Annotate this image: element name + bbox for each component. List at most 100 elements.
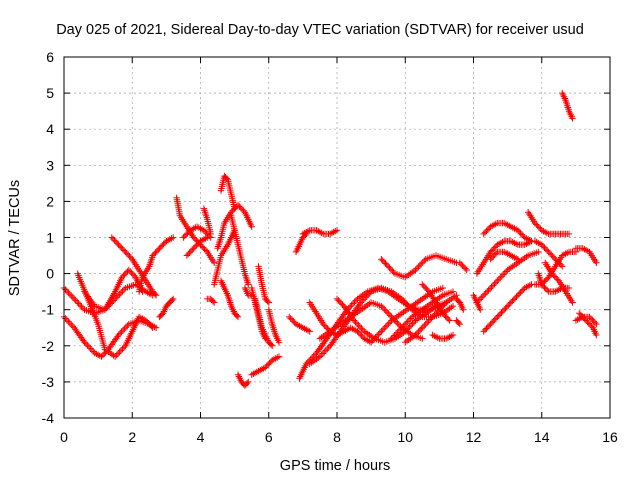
y-tick-label: -2 (42, 338, 55, 354)
satellite-arc (473, 237, 535, 277)
y-tick-label: 6 (46, 49, 54, 65)
plus-markers (542, 259, 576, 306)
satellite-arc (156, 295, 177, 321)
satellite-arc (255, 263, 272, 306)
satellite-arc (367, 284, 446, 346)
satellite-arc (228, 212, 252, 288)
plus-markers (531, 248, 580, 288)
plus-markers (453, 317, 463, 328)
satellite-arc (234, 371, 252, 389)
satellite-arc (217, 277, 242, 321)
y-tick-label: 3 (46, 157, 54, 173)
satellite-arc (524, 209, 573, 238)
plus-markers (559, 89, 576, 122)
plus-markers (292, 230, 310, 256)
satellite-arc (419, 281, 453, 324)
plus-markers (572, 313, 600, 328)
satellite-arc (265, 306, 283, 346)
y-tick-label: -3 (42, 374, 55, 390)
plus-markers (388, 288, 457, 342)
satellite-arc (214, 201, 255, 252)
plus-markers (200, 205, 214, 238)
x-tick-label: 14 (534, 429, 550, 445)
data-series (60, 89, 600, 389)
x-tick-label: 2 (128, 429, 136, 445)
plus-markers (135, 234, 177, 295)
plus-markers (265, 306, 283, 346)
x-tick-label: 6 (265, 429, 273, 445)
y-tick-label: -4 (42, 410, 55, 426)
plus-markers (228, 212, 252, 288)
plus-markers (255, 263, 272, 306)
plus-markers (316, 299, 426, 342)
satellite-arc (473, 248, 542, 306)
plus-markers (524, 209, 573, 238)
plus-markers (81, 266, 146, 313)
plus-markers (217, 172, 238, 212)
satellite-arc (453, 295, 467, 313)
plus-markers (572, 245, 600, 266)
satellite-arc (572, 245, 600, 266)
y-tick-label: -1 (42, 302, 55, 318)
satellite-arc (241, 284, 255, 299)
plus-markers (204, 295, 218, 306)
satellite-arc (456, 259, 470, 274)
satellite-arc (480, 281, 535, 335)
plus-markers (299, 227, 341, 238)
satellite-arc (299, 227, 341, 238)
satellite-arc (251, 295, 276, 349)
plus-markers (473, 237, 535, 277)
chart-title: Day 025 of 2021, Sidereal Day-to-day VTE… (56, 22, 584, 38)
satellite-arc (559, 89, 576, 122)
x-tick-label: 4 (197, 429, 205, 445)
satellite-arc (306, 299, 375, 346)
plus-markers (180, 223, 214, 241)
plus-markers (367, 284, 446, 346)
plus-markers (251, 295, 276, 349)
y-axis-label: SDTVAR / TECUs (7, 180, 23, 296)
plus-markers (241, 284, 255, 299)
plus-markers (234, 371, 252, 389)
plus-markers (211, 227, 238, 288)
satellite-arc (204, 295, 218, 306)
satellite-arc (572, 313, 600, 328)
plus-markers (286, 313, 313, 335)
x-axis-label: GPS time / hours (280, 458, 390, 474)
plus-markers (453, 295, 467, 313)
x-tick-label: 12 (466, 429, 482, 445)
grid-lines (64, 57, 610, 418)
satellite-arc (316, 299, 426, 342)
satellite-arc (211, 227, 238, 288)
x-tick-label: 16 (602, 429, 618, 445)
y-tick-label: 5 (46, 85, 54, 101)
satellite-arc (542, 259, 576, 306)
x-tick-label: 8 (333, 429, 341, 445)
plus-markers (378, 252, 460, 281)
plus-markers (480, 281, 535, 335)
satellite-arc (487, 248, 522, 263)
y-tick-label: 4 (46, 121, 54, 137)
plus-markers (214, 201, 255, 252)
plus-markers (473, 248, 542, 306)
plus-markers (156, 295, 177, 321)
x-tick-label: 10 (397, 429, 413, 445)
satellite-arc (531, 248, 580, 288)
satellite-arc (453, 317, 463, 328)
satellite-arc (135, 234, 177, 295)
plus-markers (480, 219, 535, 245)
satellite-arc (200, 205, 214, 238)
plus-markers (217, 277, 242, 321)
plus-markers (183, 234, 211, 259)
satellite-arc (378, 252, 460, 281)
plus-markers (419, 281, 453, 324)
plus-markers (248, 353, 283, 378)
satellite-arc (217, 172, 238, 212)
plus-markers (456, 259, 470, 274)
satellite-arc (183, 234, 211, 259)
satellite-arc (81, 266, 146, 313)
y-tick-label: 0 (46, 266, 54, 282)
satellite-arc (292, 230, 310, 256)
